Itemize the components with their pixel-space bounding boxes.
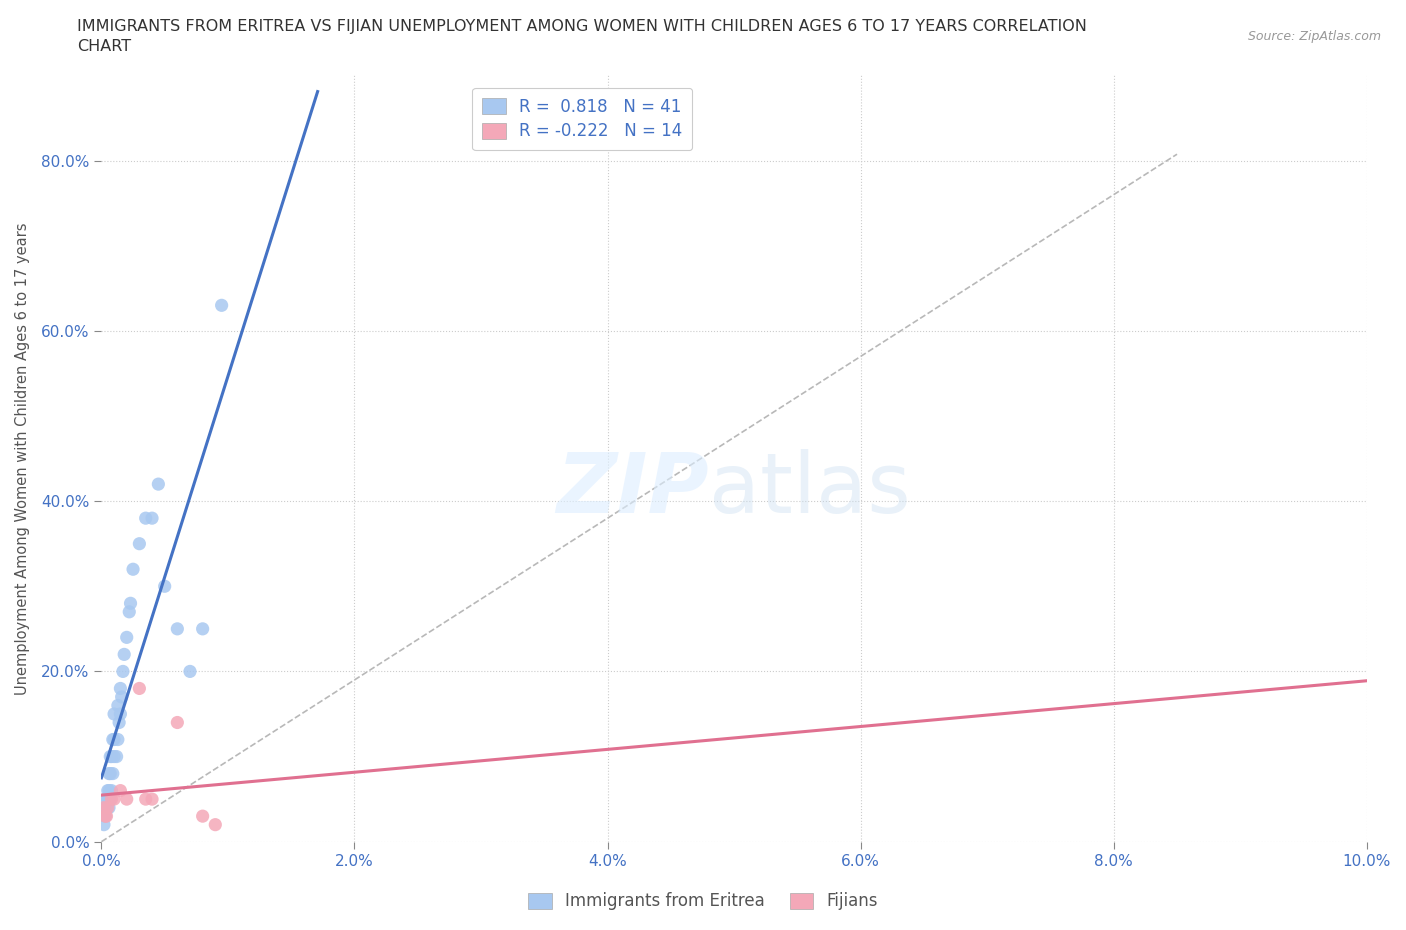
Point bbox=[166, 715, 188, 730]
Point bbox=[122, 562, 145, 577]
Text: ZIP: ZIP bbox=[557, 448, 709, 530]
Point bbox=[191, 809, 214, 824]
Point bbox=[93, 800, 115, 815]
Point bbox=[103, 791, 125, 806]
Point bbox=[98, 783, 121, 798]
Point bbox=[153, 578, 176, 593]
Point bbox=[96, 809, 118, 824]
Point bbox=[101, 732, 124, 747]
Text: atlas: atlas bbox=[709, 448, 911, 530]
Point bbox=[94, 791, 117, 806]
Point bbox=[100, 750, 122, 764]
Legend: Immigrants from Eritrea, Fijians: Immigrants from Eritrea, Fijians bbox=[522, 885, 884, 917]
Point bbox=[118, 604, 141, 619]
Point bbox=[94, 809, 117, 824]
Point bbox=[98, 750, 121, 764]
Point bbox=[97, 783, 120, 798]
Point bbox=[100, 791, 122, 806]
Point bbox=[141, 791, 163, 806]
Point bbox=[105, 750, 128, 764]
Point bbox=[111, 664, 134, 679]
Point bbox=[110, 707, 132, 722]
Point bbox=[94, 809, 117, 824]
Point bbox=[135, 511, 157, 525]
Point bbox=[110, 783, 132, 798]
Point bbox=[128, 681, 150, 696]
Point bbox=[107, 698, 129, 713]
Point bbox=[98, 766, 121, 781]
Point bbox=[128, 537, 150, 551]
Point bbox=[96, 800, 118, 815]
Point bbox=[103, 750, 125, 764]
Legend: R =  0.818   N = 41, R = -0.222   N = 14: R = 0.818 N = 41, R = -0.222 N = 14 bbox=[472, 87, 692, 151]
Point bbox=[103, 732, 125, 747]
Point bbox=[135, 791, 157, 806]
Point bbox=[191, 621, 214, 636]
Point bbox=[98, 791, 121, 806]
Text: IMMIGRANTS FROM ERITREA VS FIJIAN UNEMPLOYMENT AMONG WOMEN WITH CHILDREN AGES 6 : IMMIGRANTS FROM ERITREA VS FIJIAN UNEMPL… bbox=[77, 19, 1087, 33]
Point bbox=[107, 732, 129, 747]
Point bbox=[204, 817, 226, 832]
Point bbox=[98, 800, 121, 815]
Point bbox=[115, 791, 138, 806]
Point bbox=[98, 766, 121, 781]
Point bbox=[148, 477, 170, 492]
Point bbox=[112, 647, 135, 662]
Point bbox=[97, 800, 120, 815]
Point bbox=[120, 596, 142, 611]
Y-axis label: Unemployment Among Women with Children Ages 6 to 17 years: Unemployment Among Women with Children A… bbox=[15, 222, 30, 695]
Point bbox=[93, 817, 115, 832]
Text: Source: ZipAtlas.com: Source: ZipAtlas.com bbox=[1247, 30, 1381, 43]
Point bbox=[101, 766, 124, 781]
Point bbox=[111, 689, 134, 704]
Point bbox=[166, 621, 188, 636]
Text: CHART: CHART bbox=[77, 39, 131, 54]
Point bbox=[115, 630, 138, 644]
Point bbox=[97, 791, 120, 806]
Point bbox=[110, 681, 132, 696]
Point bbox=[141, 511, 163, 525]
Point bbox=[100, 783, 122, 798]
Point bbox=[179, 664, 201, 679]
Point bbox=[108, 715, 131, 730]
Point bbox=[211, 298, 233, 312]
Point bbox=[103, 707, 125, 722]
